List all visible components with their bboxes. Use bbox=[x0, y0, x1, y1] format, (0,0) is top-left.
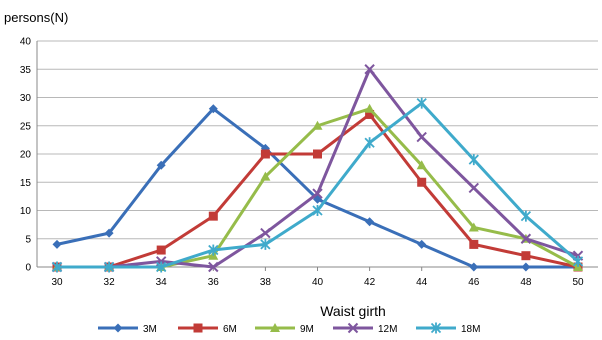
data-point bbox=[52, 239, 62, 249]
series-lines bbox=[51, 64, 584, 273]
data-point bbox=[260, 238, 271, 250]
x-tick-label: 34 bbox=[156, 277, 168, 288]
data-point bbox=[364, 64, 375, 75]
y-tick-label: 30 bbox=[20, 93, 32, 104]
legend-marker bbox=[113, 323, 123, 333]
legend-item-6m: 6M bbox=[178, 323, 237, 335]
data-point bbox=[468, 154, 479, 166]
legend-marker bbox=[430, 322, 442, 334]
data-point bbox=[208, 261, 219, 273]
series-line bbox=[57, 67, 579, 269]
series-12m bbox=[51, 64, 584, 273]
data-point bbox=[260, 227, 271, 239]
data-point bbox=[469, 239, 479, 249]
data-point bbox=[208, 244, 219, 256]
data-point bbox=[51, 261, 63, 273]
series-18m bbox=[51, 97, 584, 273]
legend-label: 12M bbox=[378, 324, 397, 335]
data-point bbox=[156, 261, 167, 273]
legend-marker bbox=[270, 323, 280, 332]
data-point bbox=[572, 255, 584, 267]
data-point bbox=[521, 251, 531, 261]
x-tick-label: 36 bbox=[208, 277, 220, 288]
data-point bbox=[260, 149, 270, 159]
y-tick-label: 0 bbox=[25, 263, 31, 274]
legend-marker bbox=[347, 322, 359, 334]
x-tick-label: 32 bbox=[104, 277, 116, 288]
data-point bbox=[521, 262, 531, 272]
data-point bbox=[156, 245, 166, 255]
data-point bbox=[520, 233, 532, 244]
data-point bbox=[260, 171, 271, 181]
legend-item-18m: 18M bbox=[416, 322, 480, 335]
legend-label: 3M bbox=[143, 324, 157, 335]
data-point bbox=[468, 222, 479, 232]
data-point bbox=[365, 109, 375, 119]
y-tick-labels: 0 5 10 15 20 25 30 35 40 bbox=[20, 37, 32, 274]
data-point bbox=[313, 149, 322, 159]
data-point bbox=[103, 261, 115, 273]
data-point bbox=[104, 228, 114, 238]
data-point bbox=[364, 103, 375, 113]
data-point bbox=[156, 160, 166, 170]
x-tick-label: 44 bbox=[416, 277, 428, 288]
x-tick-label: 46 bbox=[468, 277, 480, 288]
data-point bbox=[416, 160, 427, 170]
x-tick-label: 30 bbox=[51, 277, 63, 288]
data-point bbox=[468, 182, 480, 194]
x-tick-label: 42 bbox=[364, 277, 376, 288]
data-point bbox=[417, 177, 427, 187]
data-point bbox=[208, 211, 218, 221]
data-point bbox=[417, 239, 427, 249]
data-point bbox=[208, 104, 218, 114]
x-tick-label: 48 bbox=[520, 277, 532, 288]
legend: 3M 6M 9M 12M 18M bbox=[98, 322, 480, 335]
data-point bbox=[312, 120, 323, 130]
legend-label: 9M bbox=[300, 324, 314, 335]
data-point bbox=[416, 131, 427, 143]
y-tick-label: 15 bbox=[20, 178, 32, 189]
y-tick-label: 35 bbox=[20, 65, 32, 76]
series-9m bbox=[52, 103, 583, 271]
x-tick-label: 50 bbox=[572, 277, 584, 288]
x-tick-labels: 30 32 34 36 38 40 42 44 46 48 50 bbox=[51, 267, 584, 288]
legend-item-9m: 9M bbox=[255, 323, 314, 335]
data-point bbox=[520, 210, 532, 222]
y-tick-label: 40 bbox=[20, 37, 32, 48]
x-tick-label: 38 bbox=[260, 277, 272, 288]
x-tick-label: 40 bbox=[312, 277, 324, 288]
y-tick-label: 5 bbox=[25, 234, 31, 245]
data-point bbox=[469, 262, 479, 272]
data-point bbox=[364, 137, 375, 149]
data-point bbox=[416, 97, 427, 109]
legend-marker bbox=[193, 323, 203, 333]
y-tick-label: 25 bbox=[20, 121, 32, 132]
legend-item-3m: 3M bbox=[98, 323, 157, 335]
legend-label: 6M bbox=[223, 324, 237, 335]
data-point bbox=[312, 188, 323, 199]
legend-label: 18M bbox=[461, 324, 480, 335]
y-tick-label: 10 bbox=[20, 206, 32, 217]
x-axis-title: Waist girth bbox=[320, 303, 386, 319]
legend-item-12m: 12M bbox=[333, 322, 397, 335]
y-axis-title: persons(N) bbox=[4, 10, 68, 25]
y-tick-label: 20 bbox=[20, 150, 32, 161]
data-point bbox=[312, 205, 323, 216]
data-point bbox=[365, 217, 375, 227]
